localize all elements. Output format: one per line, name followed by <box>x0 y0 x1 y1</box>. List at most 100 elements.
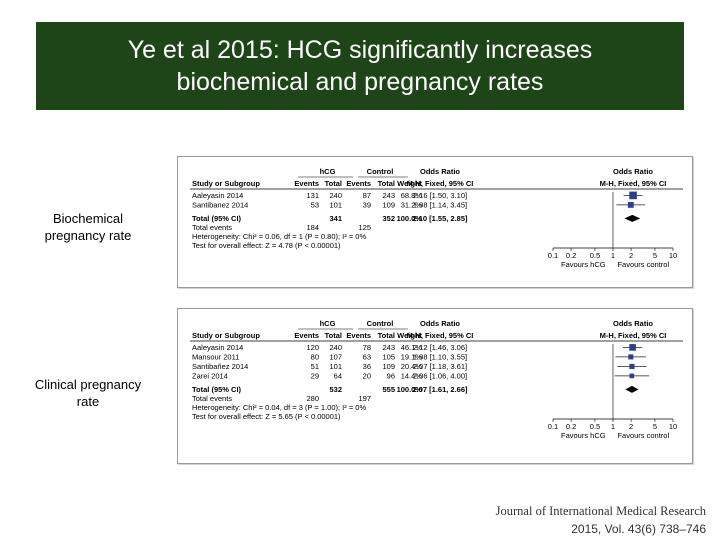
study-weight: 19.1% <box>401 353 423 362</box>
study-events1: 29 <box>311 372 319 381</box>
total-events-label: Total events <box>192 223 232 232</box>
biochemical-label-line-1: Biochemical <box>52 211 124 226</box>
study-events2: 63 <box>363 353 371 362</box>
x-tick-label: 10 <box>669 422 677 431</box>
header-group1: hCG <box>320 167 336 176</box>
total-name: Total (95% CI) <box>192 385 242 394</box>
overall-effect-text: Test for overall effect: Z = 5.65 (P < 0… <box>192 412 341 421</box>
biochemical-label-line-2: pregnancy rate <box>44 228 132 243</box>
study-events1: 80 <box>311 353 319 362</box>
x-tick-label: 10 <box>669 251 677 260</box>
study-name: Santibañez 2014 <box>192 362 248 371</box>
title-banner: Ye et al 2015: HCG significantly increas… <box>36 22 684 110</box>
x-tick-label: 2 <box>629 422 633 431</box>
study-total1: 107 <box>329 353 342 362</box>
total-diamond <box>624 214 641 222</box>
study-total1: 240 <box>329 191 342 200</box>
x-tick-label: 1 <box>611 251 615 260</box>
study-total2: 96 <box>387 372 395 381</box>
study-total1: 101 <box>329 362 342 371</box>
study-ci: 1.98 [1.14, 3.45] <box>413 201 467 210</box>
clinical-label-line-1: Clinical pregnancy <box>34 377 142 392</box>
header-odds-ratio-plot: Odds Ratio <box>613 319 653 328</box>
total-events2: 197 <box>358 394 371 403</box>
x-tick-label: 0.1 <box>548 251 558 260</box>
study-events2: 78 <box>363 343 371 352</box>
favours-right: Favours control <box>617 431 669 440</box>
total-name: Total (95% CI) <box>192 214 242 223</box>
study-events2: 39 <box>363 201 371 210</box>
study-point <box>629 373 635 379</box>
header-group1: hCG <box>320 319 336 328</box>
study-total2: 243 <box>382 191 395 200</box>
header-weight: Weight <box>397 179 422 188</box>
total-total1: 341 <box>329 214 342 223</box>
study-total1: 240 <box>329 343 342 352</box>
total-ci: 2.07 [1.61, 2.66] <box>412 385 468 394</box>
header-events2: Events <box>346 179 371 188</box>
header-method: M-H, Fixed, 95% CI <box>407 179 474 188</box>
forest-plot-clinical-svg: hCG Control Odds Ratio Odds Ratio Study or S… <box>190 319 683 440</box>
study-ci: 1.98 [1.10, 3.55] <box>413 353 467 362</box>
x-tick-label: 2 <box>629 251 633 260</box>
study-ci: 2.07 [1.18, 3.61] <box>413 362 467 371</box>
study-name: Aaleyasin 2014 <box>192 343 243 352</box>
study-events2: 87 <box>363 191 371 200</box>
study-point <box>629 344 636 351</box>
title-line-1: Ye et al 2015: HCG significantly increas… <box>127 36 593 64</box>
study-total1: 101 <box>329 201 342 210</box>
study-events2: 36 <box>363 362 371 371</box>
header-total2: Total <box>378 331 395 340</box>
study-ci: 2.16 [1.50, 3.10] <box>413 191 467 200</box>
x-tick-label: 5 <box>653 251 657 260</box>
x-tick-label: 0.2 <box>566 422 576 431</box>
header-weight: Weight <box>397 331 422 340</box>
header-events1: Events <box>294 331 319 340</box>
total-events1: 184 <box>306 223 319 232</box>
x-tick-label: 0.1 <box>548 422 558 431</box>
study-weight: 20.4% <box>401 362 423 371</box>
study-total2: 109 <box>382 201 395 210</box>
header-total1: Total <box>325 179 342 188</box>
total-total2: 555 <box>382 385 395 394</box>
forest-plot-biochemical-svg: hCG Control Odds Ratio Odds Ratio Study or S… <box>190 167 683 269</box>
study-name: Mansour 2011 <box>192 353 239 362</box>
clinical-label-line-2: rate <box>76 394 100 409</box>
overall-effect-text: Test for overall effect: Z = 4.78 (P < 0… <box>192 241 341 250</box>
clinical-label: Clinical pregnancy rate <box>18 376 158 410</box>
total-ci: 2.10 [1.55, 2.85] <box>412 214 468 223</box>
study-point <box>629 191 637 200</box>
x-tick-label: 1 <box>611 422 615 431</box>
study-name: Santibanez 2014 <box>192 201 248 210</box>
header-total1: Total <box>325 331 342 340</box>
study-weight: 68.8% <box>401 191 423 200</box>
header-events2: Events <box>346 331 371 340</box>
study-events2: 20 <box>363 372 371 381</box>
study-point <box>628 354 634 360</box>
favours-left: Favours hCG <box>561 431 606 440</box>
title-line-2: biochemical and pregnancy rates <box>176 68 544 96</box>
x-tick-label: 0.5 <box>590 251 600 260</box>
header-study: Study or Subgroup <box>192 179 260 188</box>
header-odds-ratio-plot: Odds Ratio <box>613 167 653 176</box>
study-weight: 46.1% <box>401 343 423 352</box>
total-diamond <box>625 385 639 393</box>
study-events1: 51 <box>311 362 319 371</box>
study-total2: 105 <box>382 353 395 362</box>
forest-plot-clinical: hCG Control Odds Ratio Odds Ratio Study or S… <box>177 308 693 464</box>
total-events2: 125 <box>358 223 371 232</box>
biochemical-label: Biochemical pregnancy rate <box>18 210 158 244</box>
header-method-plot: M-H, Fixed, 95% CI <box>600 179 667 188</box>
favours-left: Favours hCG <box>561 260 606 269</box>
favours-right: Favours control <box>617 260 669 269</box>
study-weight: 31.2% <box>401 201 423 210</box>
total-total2: 352 <box>382 214 395 223</box>
header-group2: Control <box>367 319 394 328</box>
study-name: Aaleyasin 2014 <box>192 191 243 200</box>
journal-name: Journal of International Medical Researc… <box>495 504 706 518</box>
total-weight: 100.0% <box>397 385 423 394</box>
study-point <box>627 201 634 208</box>
study-weight: 14.4% <box>401 372 423 381</box>
header-odds-ratio: Odds Ratio <box>420 319 460 328</box>
header-method-plot: M-H, Fixed, 95% CI <box>600 331 667 340</box>
